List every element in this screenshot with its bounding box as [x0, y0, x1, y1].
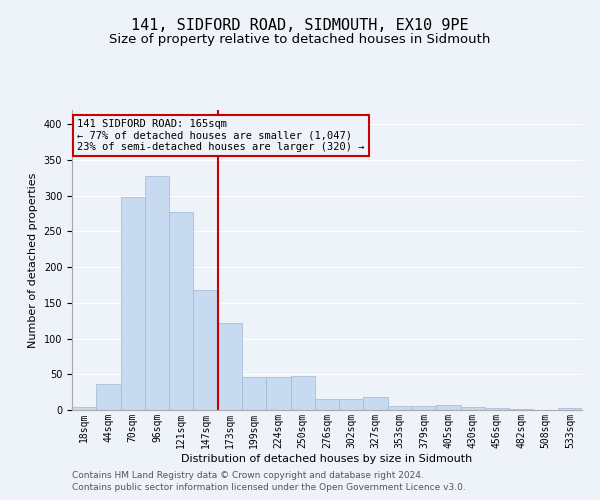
Bar [193, 290, 218, 410]
Text: 141 SIDFORD ROAD: 165sqm
← 77% of detached houses are smaller (1,047)
23% of sem: 141 SIDFORD ROAD: 165sqm ← 77% of detach… [77, 119, 365, 152]
Bar [412, 406, 436, 410]
Bar [388, 406, 412, 410]
Bar [266, 377, 290, 410]
Bar [121, 197, 145, 410]
Bar [72, 407, 96, 410]
Bar [218, 323, 242, 410]
Bar [364, 397, 388, 410]
Bar [339, 398, 364, 410]
Bar [290, 376, 315, 410]
Bar [315, 400, 339, 410]
X-axis label: Distribution of detached houses by size in Sidmouth: Distribution of detached houses by size … [181, 454, 473, 464]
Text: 141, SIDFORD ROAD, SIDMOUTH, EX10 9PE: 141, SIDFORD ROAD, SIDMOUTH, EX10 9PE [131, 18, 469, 32]
Bar [485, 408, 509, 410]
Text: Contains public sector information licensed under the Open Government Licence v3: Contains public sector information licen… [72, 484, 466, 492]
Bar [169, 212, 193, 410]
Y-axis label: Number of detached properties: Number of detached properties [28, 172, 38, 348]
Text: Contains HM Land Registry data © Crown copyright and database right 2024.: Contains HM Land Registry data © Crown c… [72, 471, 424, 480]
Bar [558, 408, 582, 410]
Bar [145, 176, 169, 410]
Text: Size of property relative to detached houses in Sidmouth: Size of property relative to detached ho… [109, 32, 491, 46]
Bar [242, 377, 266, 410]
Bar [96, 384, 121, 410]
Bar [436, 405, 461, 410]
Bar [461, 407, 485, 410]
